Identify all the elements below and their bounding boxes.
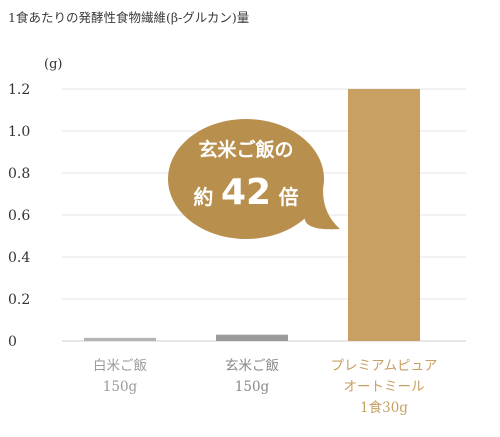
bars — [84, 89, 420, 341]
callout-suffix: 倍 — [279, 185, 299, 209]
category-label: 玄米ご飯 — [225, 357, 279, 374]
category-label: プレミアムピュア — [331, 358, 438, 374]
category-label: オートミール — [344, 379, 425, 395]
y-axis-ticks: 0 0.2 0.4 0.6 0.8 1.0 1.2 — [8, 82, 30, 350]
bar — [216, 334, 288, 341]
chart-title: 1食あたりの発酵性食物繊維(β-グルカン)量 — [8, 10, 250, 25]
category-label: 150g — [235, 379, 270, 395]
callout-prefix: 約 — [193, 185, 213, 209]
y-axis-unit: (g) — [44, 57, 62, 72]
category-label: 白米ご飯 — [93, 358, 147, 374]
y-tick-label: 1.0 — [8, 124, 30, 140]
category-label: 1食30g — [360, 399, 408, 416]
bar — [84, 337, 156, 341]
category-label: 150g — [103, 379, 138, 395]
callout-line2: 約 42 倍 — [193, 172, 298, 213]
y-tick-label: 0.6 — [8, 208, 30, 224]
callout-bubble-shape — [168, 118, 340, 239]
callout-bubble: 玄米ご飯の 約 42 倍 — [168, 118, 340, 239]
callout-number: 42 — [221, 172, 271, 213]
y-tick-label: 0 — [8, 334, 17, 350]
y-tick-label: 0.2 — [8, 292, 30, 308]
bar — [348, 89, 420, 341]
y-tick-label: 0.8 — [8, 166, 30, 182]
y-tick-label: 0.4 — [8, 250, 30, 266]
callout-line1: 玄米ご飯の — [198, 138, 293, 161]
y-tick-label: 1.2 — [8, 82, 30, 98]
